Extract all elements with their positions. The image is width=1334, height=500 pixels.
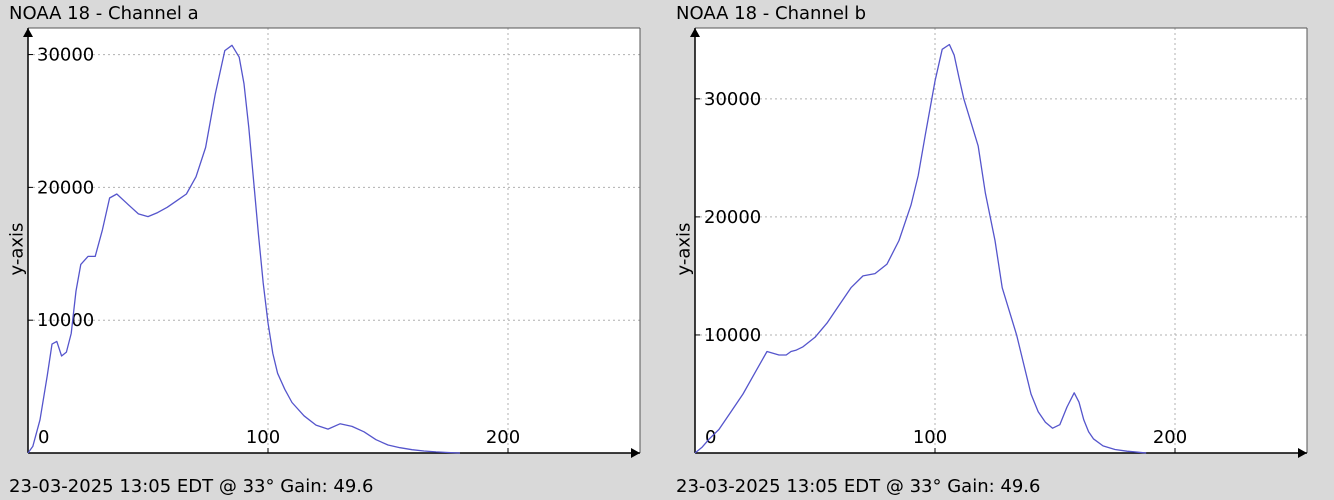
- chart-panel-a: NOAA 18 - Channel a y-axis 10000 20000 300…: [7, 3, 641, 497]
- chart-panel-b: NOAA 18 - Channel b y-axis 10000 20000 300…: [667, 0, 1334, 500]
- y-tick-label: 20000: [37, 177, 94, 198]
- x-tick-label: 0: [38, 427, 49, 448]
- series-line-0: [694, 43, 1147, 454]
- y-tick-label: 10000: [37, 310, 94, 331]
- y-axis-arrow: [23, 28, 33, 37]
- x-tick-label: 100: [913, 427, 947, 448]
- x-axis-arrow: [631, 448, 640, 458]
- x-tick-label: 200: [486, 427, 520, 448]
- plot-background: [695, 28, 1307, 453]
- chart-footer: 23-03-2025 13:05 EDT @ 33° Gain: 49.6: [9, 476, 374, 497]
- x-tick-label: 100: [246, 427, 280, 448]
- x-axis-arrow: [1298, 448, 1307, 458]
- y-tick-label: 20000: [704, 207, 761, 228]
- chart-title: NOAA 18 - Channel b: [676, 3, 867, 24]
- y-tick-label: 10000: [704, 325, 761, 346]
- x-tick-label: 200: [1153, 427, 1187, 448]
- y-axis-arrow: [690, 28, 700, 37]
- chart-plot-area: 10000 20000 30000 0 100 200: [23, 27, 641, 458]
- plot-background: [28, 28, 640, 453]
- y-tick-label: 30000: [37, 45, 94, 66]
- chart-footer: 23-03-2025 13:05 EDT @ 33° Gain: 49.6: [676, 476, 1041, 497]
- chart-title: NOAA 18 - Channel a: [9, 3, 199, 24]
- series-line-0: [27, 44, 461, 454]
- y-tick-label: 30000: [704, 89, 761, 110]
